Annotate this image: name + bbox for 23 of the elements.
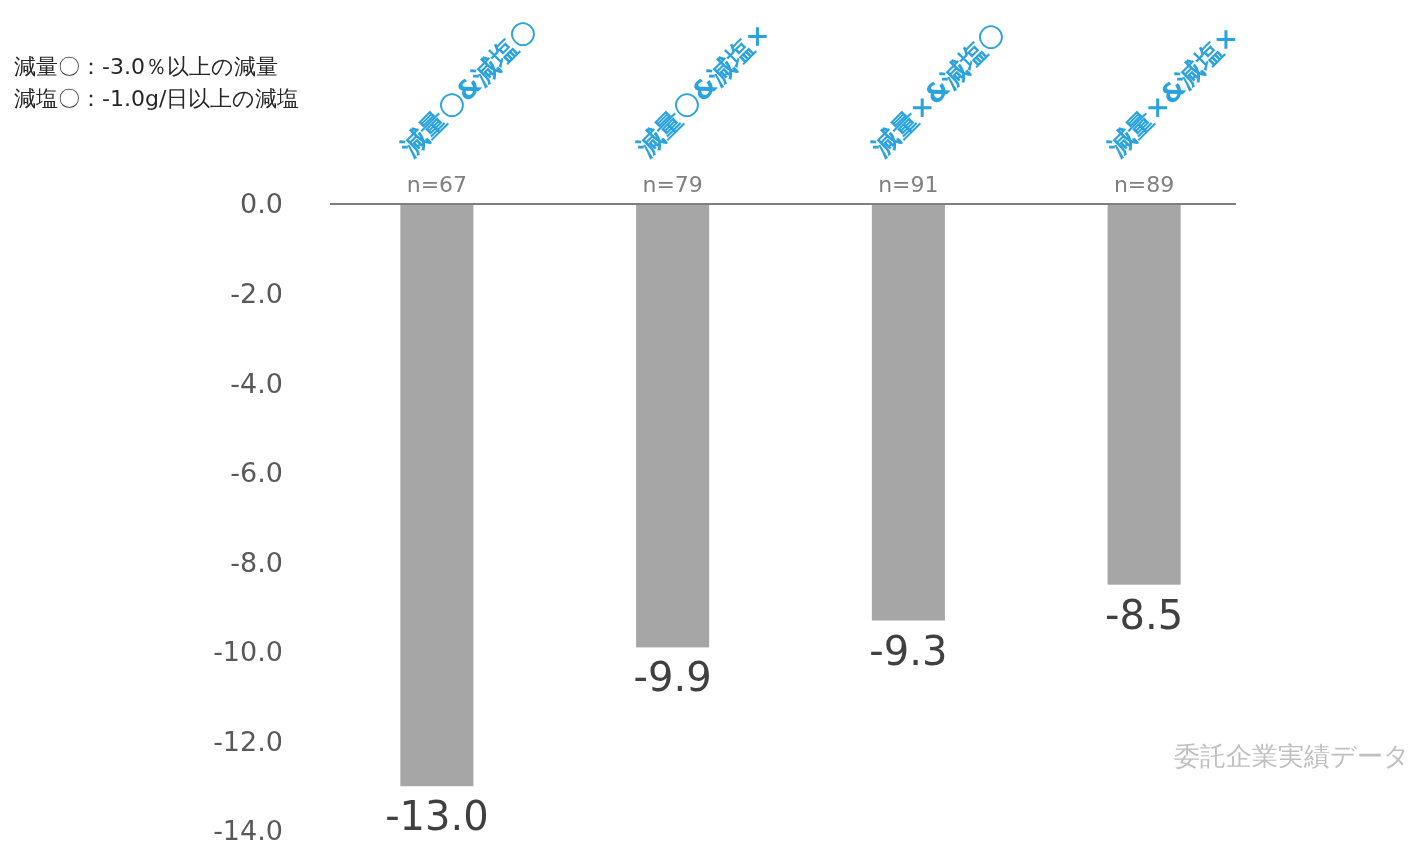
x-tick-label: 減量×&減塩× <box>1101 20 1244 163</box>
annotation: n=89 <box>1113 172 1175 197</box>
text: 減塩〇：-1.0g/日以上の減塩 <box>14 86 300 111</box>
annotation: n=91 <box>878 172 939 197</box>
y-tick-label: -10.0 <box>213 636 283 668</box>
y-tick-label: -4.0 <box>230 367 283 399</box>
data-label: -8.5 <box>1105 591 1184 638</box>
annotation: n=79 <box>642 172 703 197</box>
y-tick-label: 0.0 <box>240 188 283 220</box>
y-tick-label: -12.0 <box>213 725 283 757</box>
x-tick-label: 減量〇&減塩× <box>629 17 776 163</box>
data-label: -13.0 <box>385 793 489 840</box>
annotation: 委託企業実績データ <box>1174 741 1410 771</box>
x-tick-label: 減量×&減塩〇 <box>865 17 1011 163</box>
data-label: -9.3 <box>869 627 948 674</box>
y-tick-label: -14.0 <box>213 815 283 847</box>
y-tick-label: -8.0 <box>230 546 283 578</box>
annotation: n=67 <box>406 172 468 197</box>
x-tick-label: 減量〇&減塩〇 <box>394 14 543 163</box>
y-tick-label: -6.0 <box>230 457 283 489</box>
data-label: -9.9 <box>633 654 712 701</box>
y-tick-label: -2.0 <box>230 278 283 310</box>
text: 減量〇：-3.0％以上の減量 <box>14 54 278 79</box>
